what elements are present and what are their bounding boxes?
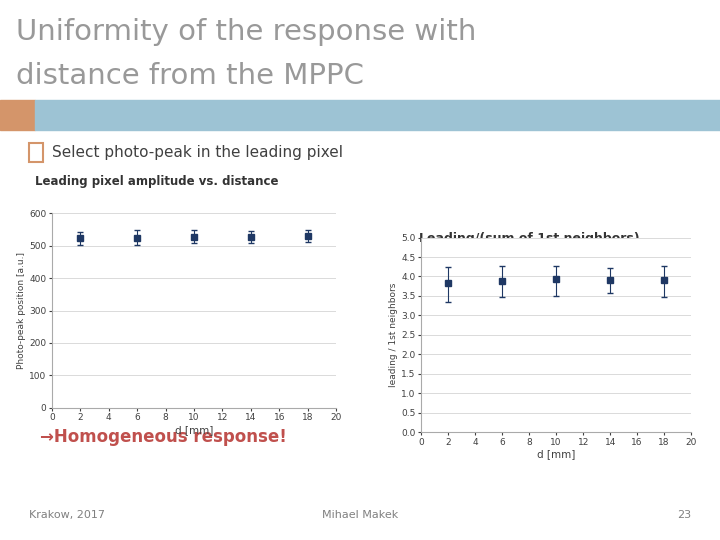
Bar [29,143,43,162]
Bar [35,100,720,130]
Text: Select photo-peak in the leading pixel: Select photo-peak in the leading pixel [52,145,343,160]
Text: distance from the MPPC: distance from the MPPC [16,62,364,90]
Text: 23: 23 [677,510,691,520]
Text: Leading/(sum of 1st neighbors): Leading/(sum of 1st neighbors) [419,232,639,245]
Text: Mihael Makek: Mihael Makek [322,510,398,520]
Bar [0,100,35,130]
Text: Leading pixel amplitude vs. distance: Leading pixel amplitude vs. distance [35,175,278,188]
Text: →Homogeneous response!: →Homogeneous response! [40,428,287,446]
Text: Krakow, 2017: Krakow, 2017 [29,510,105,520]
Text: Uniformity of the response with: Uniformity of the response with [16,18,476,46]
Y-axis label: Photo-peak position [a.u.]: Photo-peak position [a.u.] [17,252,26,369]
X-axis label: d [mm]: d [mm] [175,425,213,435]
Y-axis label: leading / 1st neighbors: leading / 1st neighbors [390,282,398,387]
X-axis label: d [mm]: d [mm] [537,449,575,460]
Text: vs. distance: vs. distance [487,249,571,262]
